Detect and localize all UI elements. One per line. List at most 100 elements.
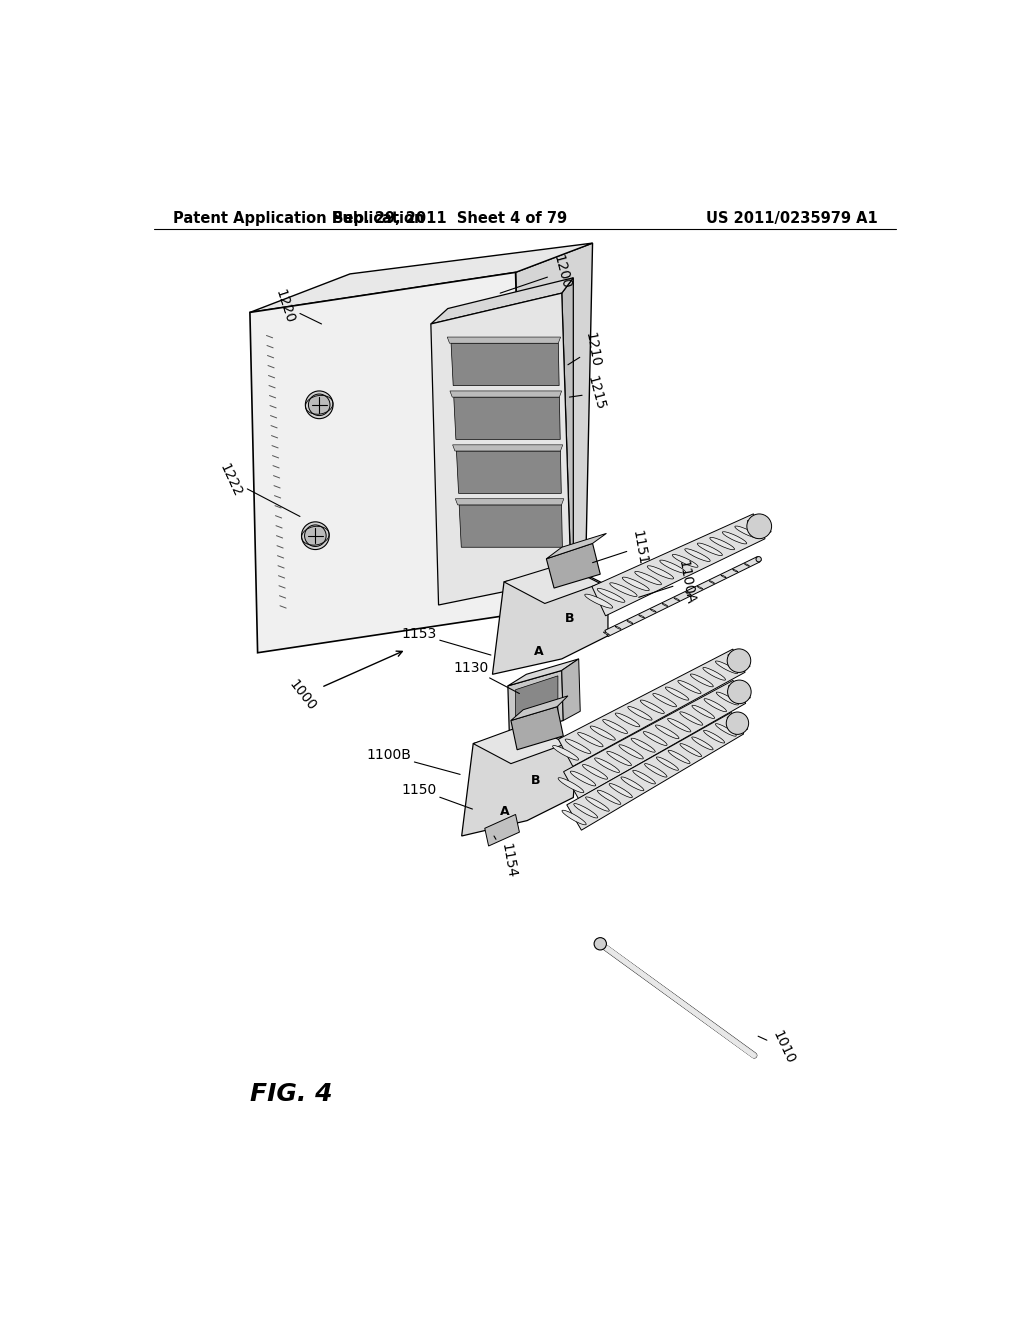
Ellipse shape (692, 737, 713, 750)
Ellipse shape (663, 603, 668, 606)
Ellipse shape (633, 771, 655, 784)
Ellipse shape (710, 537, 734, 549)
Ellipse shape (570, 771, 596, 785)
Text: B: B (530, 774, 541, 787)
Ellipse shape (615, 713, 640, 727)
Ellipse shape (666, 686, 689, 700)
Polygon shape (473, 723, 566, 763)
Polygon shape (431, 277, 573, 323)
Ellipse shape (669, 750, 690, 763)
Ellipse shape (680, 743, 701, 756)
Ellipse shape (748, 520, 771, 532)
Ellipse shape (558, 777, 584, 793)
Text: 1000: 1000 (286, 651, 402, 714)
Ellipse shape (615, 626, 622, 630)
Ellipse shape (595, 758, 620, 772)
Text: 1220: 1220 (273, 288, 322, 325)
Ellipse shape (697, 543, 722, 556)
Circle shape (594, 937, 606, 950)
Polygon shape (547, 533, 606, 558)
Polygon shape (592, 513, 765, 616)
Ellipse shape (727, 717, 748, 730)
Ellipse shape (562, 810, 586, 825)
Polygon shape (493, 566, 608, 675)
Ellipse shape (728, 655, 750, 667)
Ellipse shape (656, 756, 679, 771)
Text: 1100B: 1100B (367, 748, 460, 775)
Ellipse shape (756, 558, 761, 561)
Polygon shape (547, 544, 600, 589)
Text: A: A (534, 644, 544, 657)
Polygon shape (462, 726, 578, 836)
Ellipse shape (732, 569, 738, 572)
Ellipse shape (702, 668, 726, 680)
Text: B: B (564, 612, 574, 626)
Ellipse shape (705, 698, 726, 711)
Polygon shape (566, 713, 743, 830)
Ellipse shape (690, 675, 714, 686)
Ellipse shape (609, 583, 637, 597)
Ellipse shape (635, 572, 662, 585)
Ellipse shape (609, 784, 633, 797)
Text: 1151: 1151 (593, 528, 649, 566)
Polygon shape (515, 676, 558, 730)
Ellipse shape (647, 566, 674, 579)
Ellipse shape (597, 791, 621, 804)
Ellipse shape (735, 527, 759, 539)
Circle shape (746, 513, 772, 539)
Text: 1150: 1150 (401, 783, 472, 809)
Circle shape (305, 391, 333, 418)
Polygon shape (454, 397, 560, 440)
Polygon shape (504, 564, 600, 603)
Ellipse shape (678, 681, 701, 693)
Ellipse shape (655, 725, 679, 739)
Ellipse shape (728, 685, 751, 698)
Ellipse shape (710, 581, 715, 583)
Text: 1010: 1010 (758, 1028, 798, 1067)
Ellipse shape (692, 705, 715, 718)
Polygon shape (511, 696, 568, 721)
Circle shape (301, 521, 330, 549)
Ellipse shape (673, 554, 698, 568)
Ellipse shape (716, 661, 737, 673)
Polygon shape (508, 659, 579, 686)
Polygon shape (562, 659, 581, 721)
Ellipse shape (583, 764, 607, 779)
Ellipse shape (621, 777, 644, 791)
Ellipse shape (623, 577, 649, 590)
Ellipse shape (659, 560, 686, 573)
Polygon shape (452, 343, 559, 385)
Text: 1200: 1200 (500, 253, 572, 293)
Circle shape (726, 711, 749, 734)
Circle shape (308, 395, 330, 416)
Polygon shape (562, 277, 573, 578)
Text: 1153: 1153 (401, 627, 490, 655)
Polygon shape (484, 814, 519, 846)
Ellipse shape (573, 804, 598, 818)
Ellipse shape (722, 532, 746, 544)
Ellipse shape (686, 593, 691, 595)
Circle shape (756, 557, 761, 562)
Ellipse shape (644, 763, 667, 777)
Polygon shape (508, 671, 563, 737)
Ellipse shape (618, 744, 643, 759)
Ellipse shape (597, 589, 625, 602)
Ellipse shape (716, 723, 736, 737)
Ellipse shape (603, 632, 609, 635)
Polygon shape (558, 649, 745, 767)
Ellipse shape (643, 731, 667, 746)
Text: A: A (500, 805, 510, 818)
Polygon shape (563, 680, 745, 799)
Text: 1154: 1154 (494, 836, 518, 879)
Ellipse shape (685, 549, 711, 561)
Ellipse shape (674, 598, 680, 601)
Ellipse shape (640, 700, 665, 714)
Polygon shape (447, 337, 560, 343)
Ellipse shape (716, 692, 738, 705)
Ellipse shape (585, 594, 612, 609)
Text: FIG. 4: FIG. 4 (250, 1082, 333, 1106)
Polygon shape (511, 706, 563, 750)
Ellipse shape (680, 711, 702, 725)
Polygon shape (450, 391, 562, 397)
Circle shape (304, 525, 326, 546)
